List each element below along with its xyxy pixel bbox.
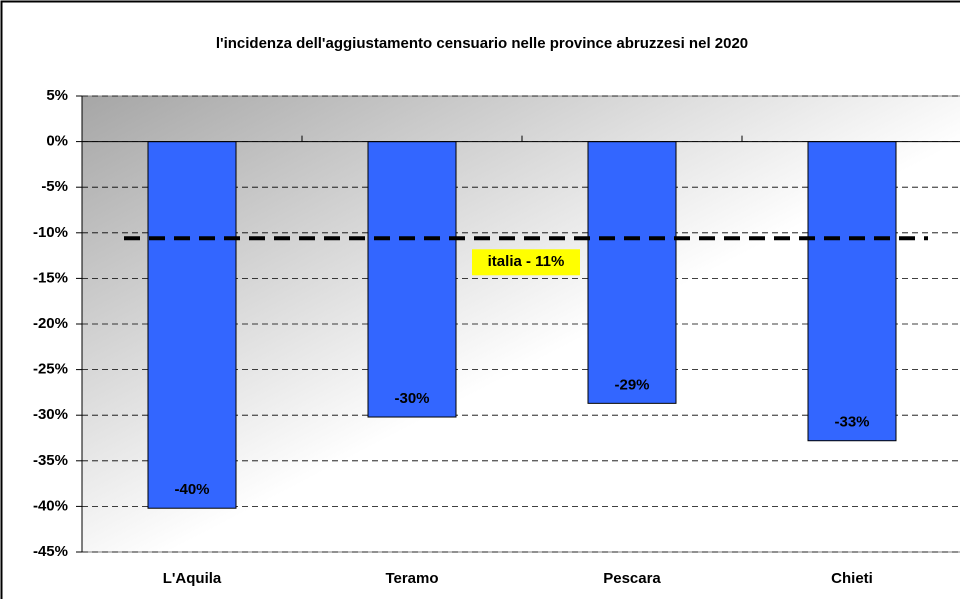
reference-label: italia - 11% [488,253,565,270]
y-tick-label: 0% [46,133,68,150]
y-tick-label: -30% [33,406,68,423]
value-label: -29% [614,376,649,393]
reference-label-bg [472,249,580,276]
x-tick-label: Pescara [603,570,661,587]
y-tick-label: -45% [33,543,68,560]
chart-title: l'incidenza dell'aggiustamento censuario… [216,35,748,52]
bar [147,141,237,509]
x-tick-label: Teramo [385,570,438,587]
y-tick-label: -15% [33,269,68,286]
y-tick-label: -10% [33,224,68,241]
bar [367,141,457,418]
y-tick-label: -40% [33,497,68,514]
bar [807,141,897,442]
y-tick-label: -35% [33,452,68,469]
value-label: -40% [174,481,209,498]
y-tick-label: -25% [33,361,68,378]
y-tick-label: -20% [33,315,68,332]
x-tick-label: L'Aquila [163,570,222,587]
bar [587,141,677,404]
value-label: -30% [394,390,429,407]
y-tick-label: 5% [46,87,68,104]
x-tick-label: Chieti [831,570,873,587]
y-tick-label: -5% [41,178,68,195]
value-label: -33% [834,414,869,431]
